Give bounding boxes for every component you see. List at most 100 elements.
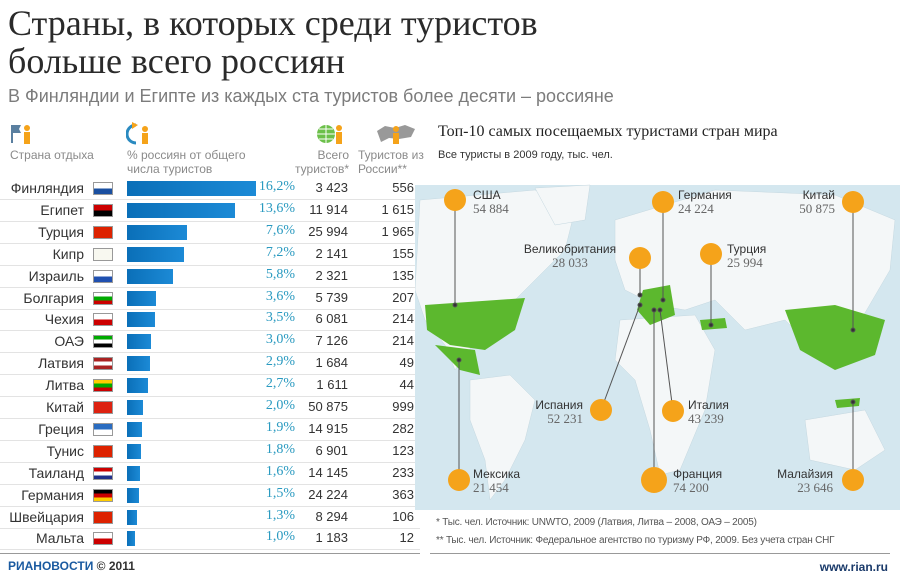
map-country: США xyxy=(473,188,501,202)
flag-icon xyxy=(93,357,113,371)
table-row: Кипр 7,2% 2 141 155 xyxy=(0,244,420,266)
total-tourists: 1 611 xyxy=(316,377,348,393)
country-name: ОАЭ xyxy=(54,333,84,350)
marker-0 xyxy=(444,189,466,211)
bar xyxy=(127,334,151,350)
marker-4 xyxy=(700,243,722,265)
header-total: Всего туристов* xyxy=(295,148,349,176)
country-name: Таиланд xyxy=(28,464,84,481)
total-tourists: 3 423 xyxy=(315,180,348,195)
header-country: Страна отдыха xyxy=(10,148,94,162)
russian-tourists: 282 xyxy=(392,420,414,436)
total-tourists: 8 294 xyxy=(315,508,348,524)
marker-7 xyxy=(448,469,470,491)
marker-3 xyxy=(629,247,651,269)
divider xyxy=(0,553,420,554)
south-america xyxy=(469,374,536,501)
table-row: Египет 13,6% 11 914 1 615 xyxy=(0,200,420,222)
flag-icon xyxy=(93,379,113,393)
arrow-person-icon xyxy=(126,122,148,145)
title-line-1: Страны, в которых среди туристов xyxy=(8,3,538,43)
bar xyxy=(127,487,139,503)
flag-icon xyxy=(93,532,113,546)
total-tourists: 7 126 xyxy=(315,333,348,349)
russian-tourists: 1 615 xyxy=(381,201,414,217)
bar xyxy=(127,531,135,547)
total-tourists: 50 875 xyxy=(308,399,348,414)
map-value: 50 875 xyxy=(799,201,835,216)
globe-person-icon xyxy=(317,125,342,144)
country-name: Латвия xyxy=(38,355,84,372)
russian-tourists: 556 xyxy=(392,180,414,195)
map-country: Франция xyxy=(673,467,723,481)
pct-label: 2,0% xyxy=(265,398,295,413)
flag-icon xyxy=(93,401,113,414)
pct-label: 7,2% xyxy=(265,244,295,260)
country-name: Швейцария xyxy=(9,508,84,525)
australia xyxy=(804,409,886,471)
bar xyxy=(127,421,143,437)
map-value: 28 033 xyxy=(552,255,588,270)
world-map xyxy=(415,184,900,510)
russian-tourists: 135 xyxy=(392,267,414,283)
russian-tourists: 214 xyxy=(392,311,414,327)
leader-dot xyxy=(637,302,643,308)
map-country: Китай xyxy=(802,188,835,202)
usa-highlight xyxy=(425,298,525,350)
country-name: Турция xyxy=(38,223,84,240)
map-subtitle: Все туристы в 2009 году, тыс. чел. xyxy=(438,149,613,161)
flag-icon xyxy=(93,247,113,261)
pct-label: 3,0% xyxy=(265,332,295,348)
pct-label: 5,8% xyxy=(265,266,295,282)
site-url[interactable]: www.rian.ru xyxy=(819,560,888,574)
map-value: 74 200 xyxy=(673,480,709,495)
bar xyxy=(127,443,142,459)
total-tourists: 14 915 xyxy=(308,420,348,436)
flag-icon xyxy=(93,335,113,349)
table-row: Финляндия 16,2% 3 423 556 xyxy=(0,178,420,200)
total-tourists: 25 994 xyxy=(308,223,348,239)
greenland xyxy=(534,184,591,226)
flag-icon xyxy=(93,510,113,524)
table-row: Латвия 2,9% 1 684 49 xyxy=(0,353,420,376)
map-label: Турция 25 994 xyxy=(727,242,766,270)
bar xyxy=(127,465,140,481)
pct-label: 1,8% xyxy=(265,441,295,457)
table-row: Израиль 5,8% 2 321 135 xyxy=(0,266,420,288)
leader-dot xyxy=(850,399,856,405)
table-row: Греция 1,9% 14 915 282 xyxy=(0,419,420,441)
country-name: Египет xyxy=(40,201,84,218)
country-name: Израиль xyxy=(28,267,84,284)
bar xyxy=(127,400,143,415)
russian-tourists: 363 xyxy=(392,486,414,502)
table-row: Тунис 1,8% 6 901 123 xyxy=(0,441,420,463)
map-country: Великобритания xyxy=(523,242,617,256)
pct-label: 2,7% xyxy=(265,376,295,392)
russia-map-person-icon xyxy=(377,125,415,144)
table-row: Чехия 3,5% 6 081 214 xyxy=(0,309,420,332)
header-russia: Туристов из России** xyxy=(358,148,424,176)
total-tourists: 6 901 xyxy=(315,442,348,458)
total-tourists: 2 321 xyxy=(315,267,348,283)
subtitle: В Финляндии и Египте из каждых ста турис… xyxy=(8,86,614,106)
footer-logo: РИАНОВОСТИ © 2011 xyxy=(8,559,135,573)
leader-line xyxy=(659,309,674,412)
pct-label: 1,3% xyxy=(265,507,295,523)
flag-icon xyxy=(93,466,113,480)
markers xyxy=(444,189,864,493)
europe-highlight xyxy=(637,285,675,325)
country-name: Греция xyxy=(38,420,84,437)
leader-dot xyxy=(637,292,643,298)
map-value: 25 994 xyxy=(727,255,763,270)
table-row: Германия 1,5% 24 224 363 xyxy=(0,485,420,507)
marker-5 xyxy=(590,399,612,421)
flag-icon xyxy=(93,291,113,305)
map-country: Малайзия xyxy=(777,467,833,481)
map-value: 54 884 xyxy=(473,201,509,216)
table-row: Турция 7,6% 25 994 1 965 xyxy=(0,222,420,244)
copyright: © 2011 xyxy=(96,559,135,573)
total-tourists: 11 914 xyxy=(309,201,348,217)
country-name: Германия xyxy=(21,486,84,503)
total-tourists: 1 684 xyxy=(315,355,348,371)
map-value: 43 239 xyxy=(688,411,724,426)
